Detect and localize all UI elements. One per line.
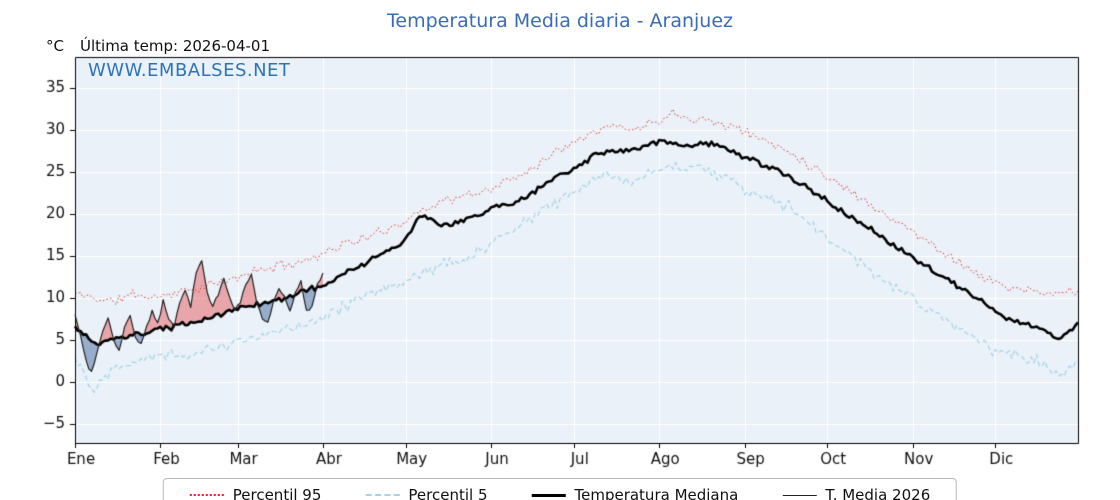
- chart-title: Temperatura Media diaria - Aranjuez: [387, 10, 733, 32]
- legend-label: Temperatura Mediana: [574, 486, 739, 500]
- t-media-2026-line-sample: [782, 494, 817, 496]
- legend: Percentil 95 Percentil 5 Temperatura Med…: [162, 478, 958, 500]
- percentil-5-line-sample: [365, 494, 400, 496]
- legend-item-percentil-5: Percentil 5: [365, 486, 487, 500]
- legend-item-percentil-95: Percentil 95: [189, 486, 322, 500]
- legend-label: Percentil 95: [232, 486, 322, 500]
- legend-label: T. Media 2026: [825, 486, 931, 500]
- percentil-95-line-sample: [189, 494, 224, 496]
- temperatura-mediana-line-sample: [531, 493, 566, 497]
- last-temp-subtitle: Última temp: 2026-04-01: [80, 37, 271, 55]
- legend-item-temperatura-mediana: Temperatura Mediana: [531, 486, 738, 500]
- legend-item-t-media-2026: T. Media 2026: [782, 486, 930, 500]
- y-axis-unit-label: °C: [46, 37, 64, 55]
- legend-label: Percentil 5: [408, 486, 488, 500]
- watermark-text: WWW.EMBALSES.NET: [88, 60, 291, 81]
